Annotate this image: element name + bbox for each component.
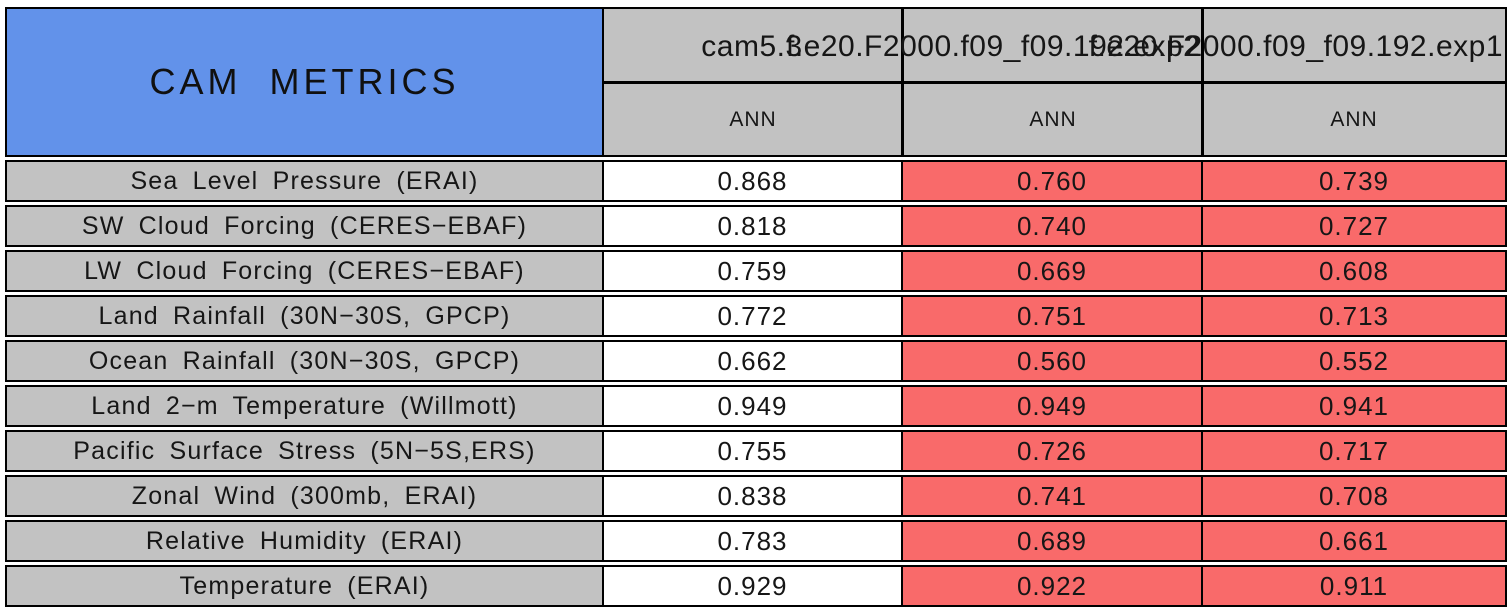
- model-name-exp2: f.e20.F2000.f09_f09.192.exp2: [786, 30, 1201, 63]
- season-label: ANN: [729, 108, 777, 131]
- value-cell: 0.560: [901, 340, 1203, 382]
- value-cell: 0.708: [1201, 475, 1507, 517]
- model-name-control: cam5.3: [701, 30, 803, 63]
- value-cell: 0.740: [901, 205, 1203, 247]
- value-cell: 0.726: [901, 430, 1203, 472]
- cam-metrics-table: CAM METRICS cam5.3 f.e20.F2000.f09_f09.1…: [5, 7, 1507, 607]
- season-label: ANN: [1330, 108, 1378, 131]
- metric-label: Temperature (ERAI): [5, 565, 604, 607]
- table-row: Land Rainfall (30N−30S, GPCP) 0.772 0.75…: [5, 295, 1507, 337]
- value-cell: 0.727: [1201, 205, 1507, 247]
- metric-label: Land Rainfall (30N−30S, GPCP): [5, 295, 604, 337]
- table-row: Sea Level Pressure (ERAI) 0.868 0.760 0.…: [5, 160, 1507, 202]
- table-row: Zonal Wind (300mb, ERAI) 0.838 0.741 0.7…: [5, 475, 1507, 517]
- table-row: Pacific Surface Stress (5N−5S,ERS) 0.755…: [5, 430, 1507, 472]
- metric-label: Land 2−m Temperature (Willmott): [5, 385, 604, 427]
- model-columns-header: cam5.3 f.e20.F2000.f09_f09.192.exp2 f.e2…: [602, 7, 1507, 157]
- value-cell: 0.783: [602, 520, 903, 562]
- value-cell: 0.929: [602, 565, 903, 607]
- value-cell: 0.922: [901, 565, 1203, 607]
- model-name-exp1: f.e20.F2000.f09_f09.192.exp1: [1088, 30, 1503, 63]
- value-cell: 0.838: [602, 475, 903, 517]
- value-cell: 0.662: [602, 340, 903, 382]
- value-cell: 0.759: [602, 250, 903, 292]
- table-row: SW Cloud Forcing (CERES−EBAF) 0.818 0.74…: [5, 205, 1507, 247]
- table-row: Ocean Rainfall (30N−30S, GPCP) 0.662 0.5…: [5, 340, 1507, 382]
- value-cell: 0.608: [1201, 250, 1507, 292]
- value-cell: 0.818: [602, 205, 903, 247]
- table-row: Relative Humidity (ERAI) 0.783 0.689 0.6…: [5, 520, 1507, 562]
- value-cell: 0.669: [901, 250, 1203, 292]
- table-row: Land 2−m Temperature (Willmott) 0.949 0.…: [5, 385, 1507, 427]
- header-row-divider: [604, 81, 1505, 84]
- value-cell: 0.689: [901, 520, 1203, 562]
- value-cell: 0.949: [602, 385, 903, 427]
- table-row: LW Cloud Forcing (CERES−EBAF) 0.759 0.66…: [5, 250, 1507, 292]
- table-row: Temperature (ERAI) 0.929 0.922 0.911: [5, 565, 1507, 607]
- value-cell: 0.755: [602, 430, 903, 472]
- metric-label: LW Cloud Forcing (CERES−EBAF): [5, 250, 604, 292]
- metric-label: Pacific Surface Stress (5N−5S,ERS): [5, 430, 604, 472]
- value-cell: 0.661: [1201, 520, 1507, 562]
- value-cell: 0.868: [602, 160, 903, 202]
- value-cell: 0.713: [1201, 295, 1507, 337]
- table-header: CAM METRICS cam5.3 f.e20.F2000.f09_f09.1…: [5, 7, 1507, 157]
- metric-label: Ocean Rainfall (30N−30S, GPCP): [5, 340, 604, 382]
- value-cell: 0.772: [602, 295, 903, 337]
- value-cell: 0.911: [1201, 565, 1507, 607]
- value-cell: 0.941: [1201, 385, 1507, 427]
- metric-label: Sea Level Pressure (ERAI): [5, 160, 604, 202]
- value-cell: 0.741: [901, 475, 1203, 517]
- value-cell: 0.739: [1201, 160, 1507, 202]
- value-cell: 0.949: [901, 385, 1203, 427]
- title-cell: CAM METRICS: [5, 7, 604, 157]
- metric-label: Relative Humidity (ERAI): [5, 520, 604, 562]
- metric-label: Zonal Wind (300mb, ERAI): [5, 475, 604, 517]
- value-cell: 0.717: [1201, 430, 1507, 472]
- season-label: ANN: [1029, 108, 1077, 131]
- value-cell: 0.760: [901, 160, 1203, 202]
- value-cell: 0.751: [901, 295, 1203, 337]
- metric-label: SW Cloud Forcing (CERES−EBAF): [5, 205, 604, 247]
- value-cell: 0.552: [1201, 340, 1507, 382]
- page-title: CAM METRICS: [149, 61, 460, 102]
